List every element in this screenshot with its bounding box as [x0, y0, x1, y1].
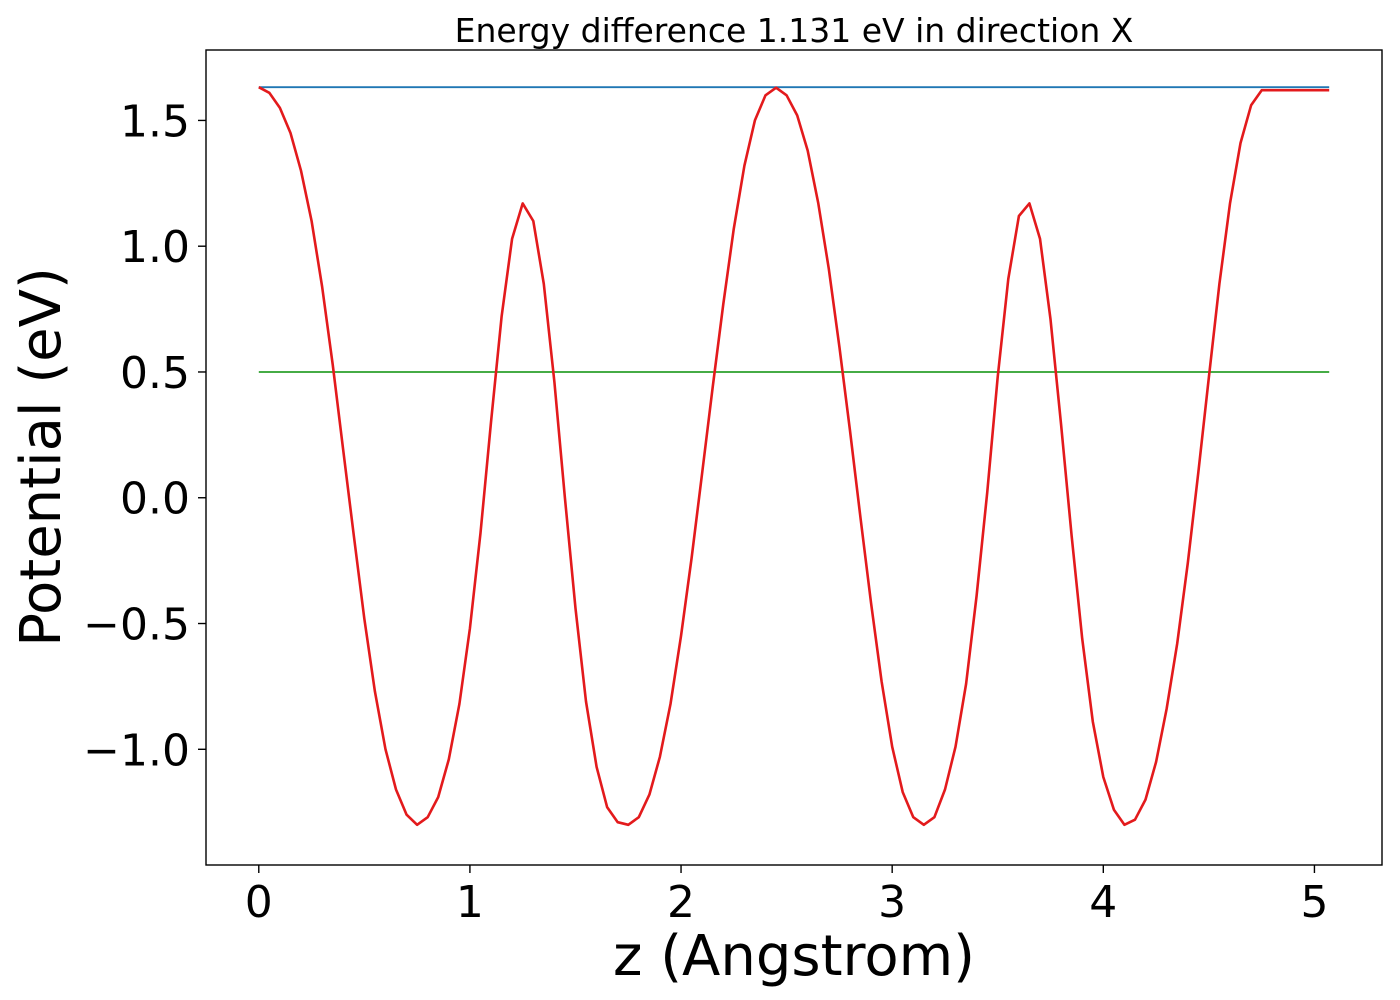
series-line-2: [258, 86, 1330, 827]
x-axis-label: z (Angstrom): [613, 924, 975, 989]
plot-frame: [205, 49, 1383, 866]
x-tick-label: 3: [878, 877, 906, 928]
x-tick-label: 4: [1089, 877, 1117, 928]
y-tick-label: −1.0: [83, 725, 190, 776]
x-tick-label: 5: [1300, 877, 1328, 928]
x-tick-label: 1: [456, 877, 484, 928]
x-axis-ticks: 0 1 2 3 4 5: [245, 865, 1328, 928]
plot-lines: [258, 86, 1330, 827]
x-tick-label: 2: [667, 877, 695, 928]
y-tick-label: 0.0: [120, 474, 190, 525]
y-tick-label: 1.0: [120, 222, 190, 273]
y-tick-label: 1.5: [120, 96, 190, 147]
y-axis-label: Potential (eV): [9, 267, 74, 647]
y-axis-ticks: −1.0 −0.5 0.0 0.5 1.0 1.5: [83, 96, 206, 776]
y-tick-label: −0.5: [83, 600, 190, 651]
y-tick-label: 0.5: [120, 348, 190, 399]
chart-title: Energy difference 1.131 eV in direction …: [455, 11, 1134, 50]
x-tick-label: 0: [245, 877, 273, 928]
